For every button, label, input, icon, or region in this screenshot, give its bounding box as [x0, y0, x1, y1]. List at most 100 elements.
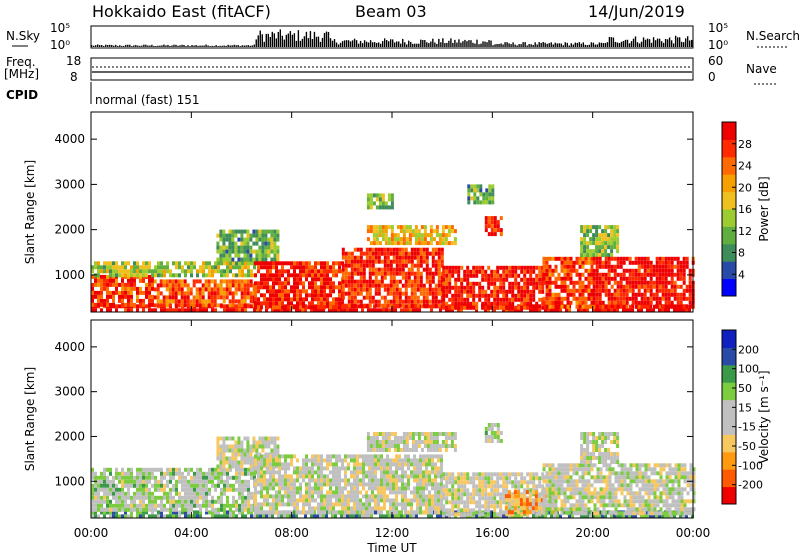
- heatmap-cell: [649, 276, 653, 281]
- heatmap-cell: [308, 293, 311, 298]
- nsky-bar: [410, 42, 412, 47]
- heatmap-cell: [375, 436, 379, 440]
- heatmap-cell: [254, 261, 257, 266]
- heatmap-cell: [481, 514, 484, 519]
- heatmap-cell: [634, 260, 638, 265]
- heatmap-cell: [478, 281, 482, 286]
- heatmap-cell: [284, 297, 287, 302]
- heatmap-cell: [607, 308, 610, 313]
- heatmap-cell: [328, 510, 331, 515]
- heatmap-cell: [511, 514, 514, 519]
- heatmap-cell: [356, 267, 360, 272]
- heatmap-cell: [613, 292, 617, 297]
- heatmap-cell: [299, 269, 302, 274]
- heatmap-cell: [264, 253, 268, 258]
- heatmap-cell: [244, 514, 247, 519]
- heatmap-cell: [232, 483, 235, 488]
- heatmap-cell: [401, 478, 404, 483]
- heatmap-cell: [377, 486, 380, 491]
- heatmap-cell: [575, 260, 579, 265]
- heatmap-cell: [422, 494, 425, 499]
- heatmap-cell: [652, 264, 656, 269]
- heatmap-cell: [542, 268, 546, 273]
- heatmap-cell: [278, 466, 281, 471]
- heatmap-cell: [434, 510, 437, 515]
- heatmap-cell: [454, 281, 458, 286]
- heatmap-cell: [416, 506, 419, 511]
- heatmap-cell: [226, 475, 229, 480]
- heatmap-cell: [121, 499, 124, 504]
- heatmap-cell: [293, 466, 296, 471]
- nsky-bar: [408, 40, 410, 47]
- heatmap-cell: [187, 503, 190, 508]
- heatmap-cell: [407, 462, 410, 467]
- heatmap-cell: [156, 287, 160, 292]
- heatmap-cell: [272, 273, 275, 278]
- heatmap-cell: [423, 225, 427, 230]
- heatmap-cell: [592, 292, 596, 297]
- heatmap-cell: [216, 452, 220, 457]
- heatmap-cell: [378, 241, 382, 246]
- heatmap-cell: [162, 279, 166, 284]
- heatmap-cell: [228, 464, 232, 469]
- heatmap-cell: [91, 507, 94, 512]
- nsky-bar: [237, 45, 239, 47]
- heatmap-cell: [523, 289, 527, 294]
- nsky-bar: [173, 44, 175, 47]
- heatmap-cell: [290, 478, 293, 483]
- heatmap-cell: [386, 470, 389, 475]
- heatmap-cell: [493, 228, 497, 233]
- heatmap-cell: [175, 265, 178, 270]
- heatmap-cell: [118, 479, 121, 484]
- heatmap-cell: [171, 299, 175, 304]
- heatmap-cell: [296, 261, 299, 266]
- heatmap-cell: [237, 257, 241, 262]
- heatmap-cell: [287, 466, 290, 471]
- heatmap-cell: [393, 444, 397, 448]
- heatmap-cell: [491, 196, 495, 201]
- heatmap-cell: [267, 436, 271, 441]
- heatmap-cell: [136, 495, 139, 500]
- nsky-bar: [528, 44, 530, 47]
- heatmap-cell: [551, 300, 555, 305]
- heatmap-cell: [395, 454, 398, 459]
- heatmap-cell: [100, 265, 103, 270]
- nsky-bar: [185, 46, 187, 47]
- heatmap-cell: [296, 289, 299, 294]
- heatmap-cell: [428, 502, 431, 507]
- heatmap-cell: [356, 271, 360, 276]
- heatmap-cell: [538, 269, 542, 274]
- heatmap-cell: [344, 482, 347, 487]
- heatmap-cell: [190, 273, 193, 278]
- heatmap-cell: [162, 295, 166, 300]
- heatmap-cell: [298, 308, 301, 313]
- heatmap-cell: [180, 287, 184, 292]
- heatmap-cell: [160, 269, 163, 274]
- heatmap-cell: [365, 295, 369, 300]
- heatmap-cell: [124, 475, 127, 480]
- heatmap-cell: [502, 510, 505, 515]
- heatmap-cell: [622, 514, 625, 519]
- heatmap-cell: [439, 514, 442, 519]
- heatmap-cell: [437, 275, 441, 280]
- heatmap-cell: [419, 263, 423, 268]
- heatmap-cell: [121, 294, 124, 299]
- heatmap-cell: [583, 514, 586, 519]
- heatmap-cell: [329, 293, 332, 298]
- heatmap-cell: [362, 279, 366, 284]
- heatmap-cell: [257, 281, 260, 286]
- heatmap-cell: [272, 277, 275, 282]
- heatmap-cell: [317, 297, 320, 302]
- heatmap-cell: [398, 251, 402, 256]
- heatmap-cell: [413, 494, 416, 499]
- heatmap-cell: [275, 265, 278, 270]
- nsky-bar: [119, 45, 121, 47]
- heatmap-cell: [403, 308, 406, 313]
- heatmap-cell: [124, 282, 127, 287]
- heatmap-cell: [514, 308, 517, 313]
- heatmap-cell: [268, 514, 271, 519]
- heatmap-cell: [136, 491, 139, 496]
- nsky-bar: [474, 43, 476, 47]
- heatmap-cell: [404, 259, 408, 264]
- heatmap-cell: [374, 486, 377, 491]
